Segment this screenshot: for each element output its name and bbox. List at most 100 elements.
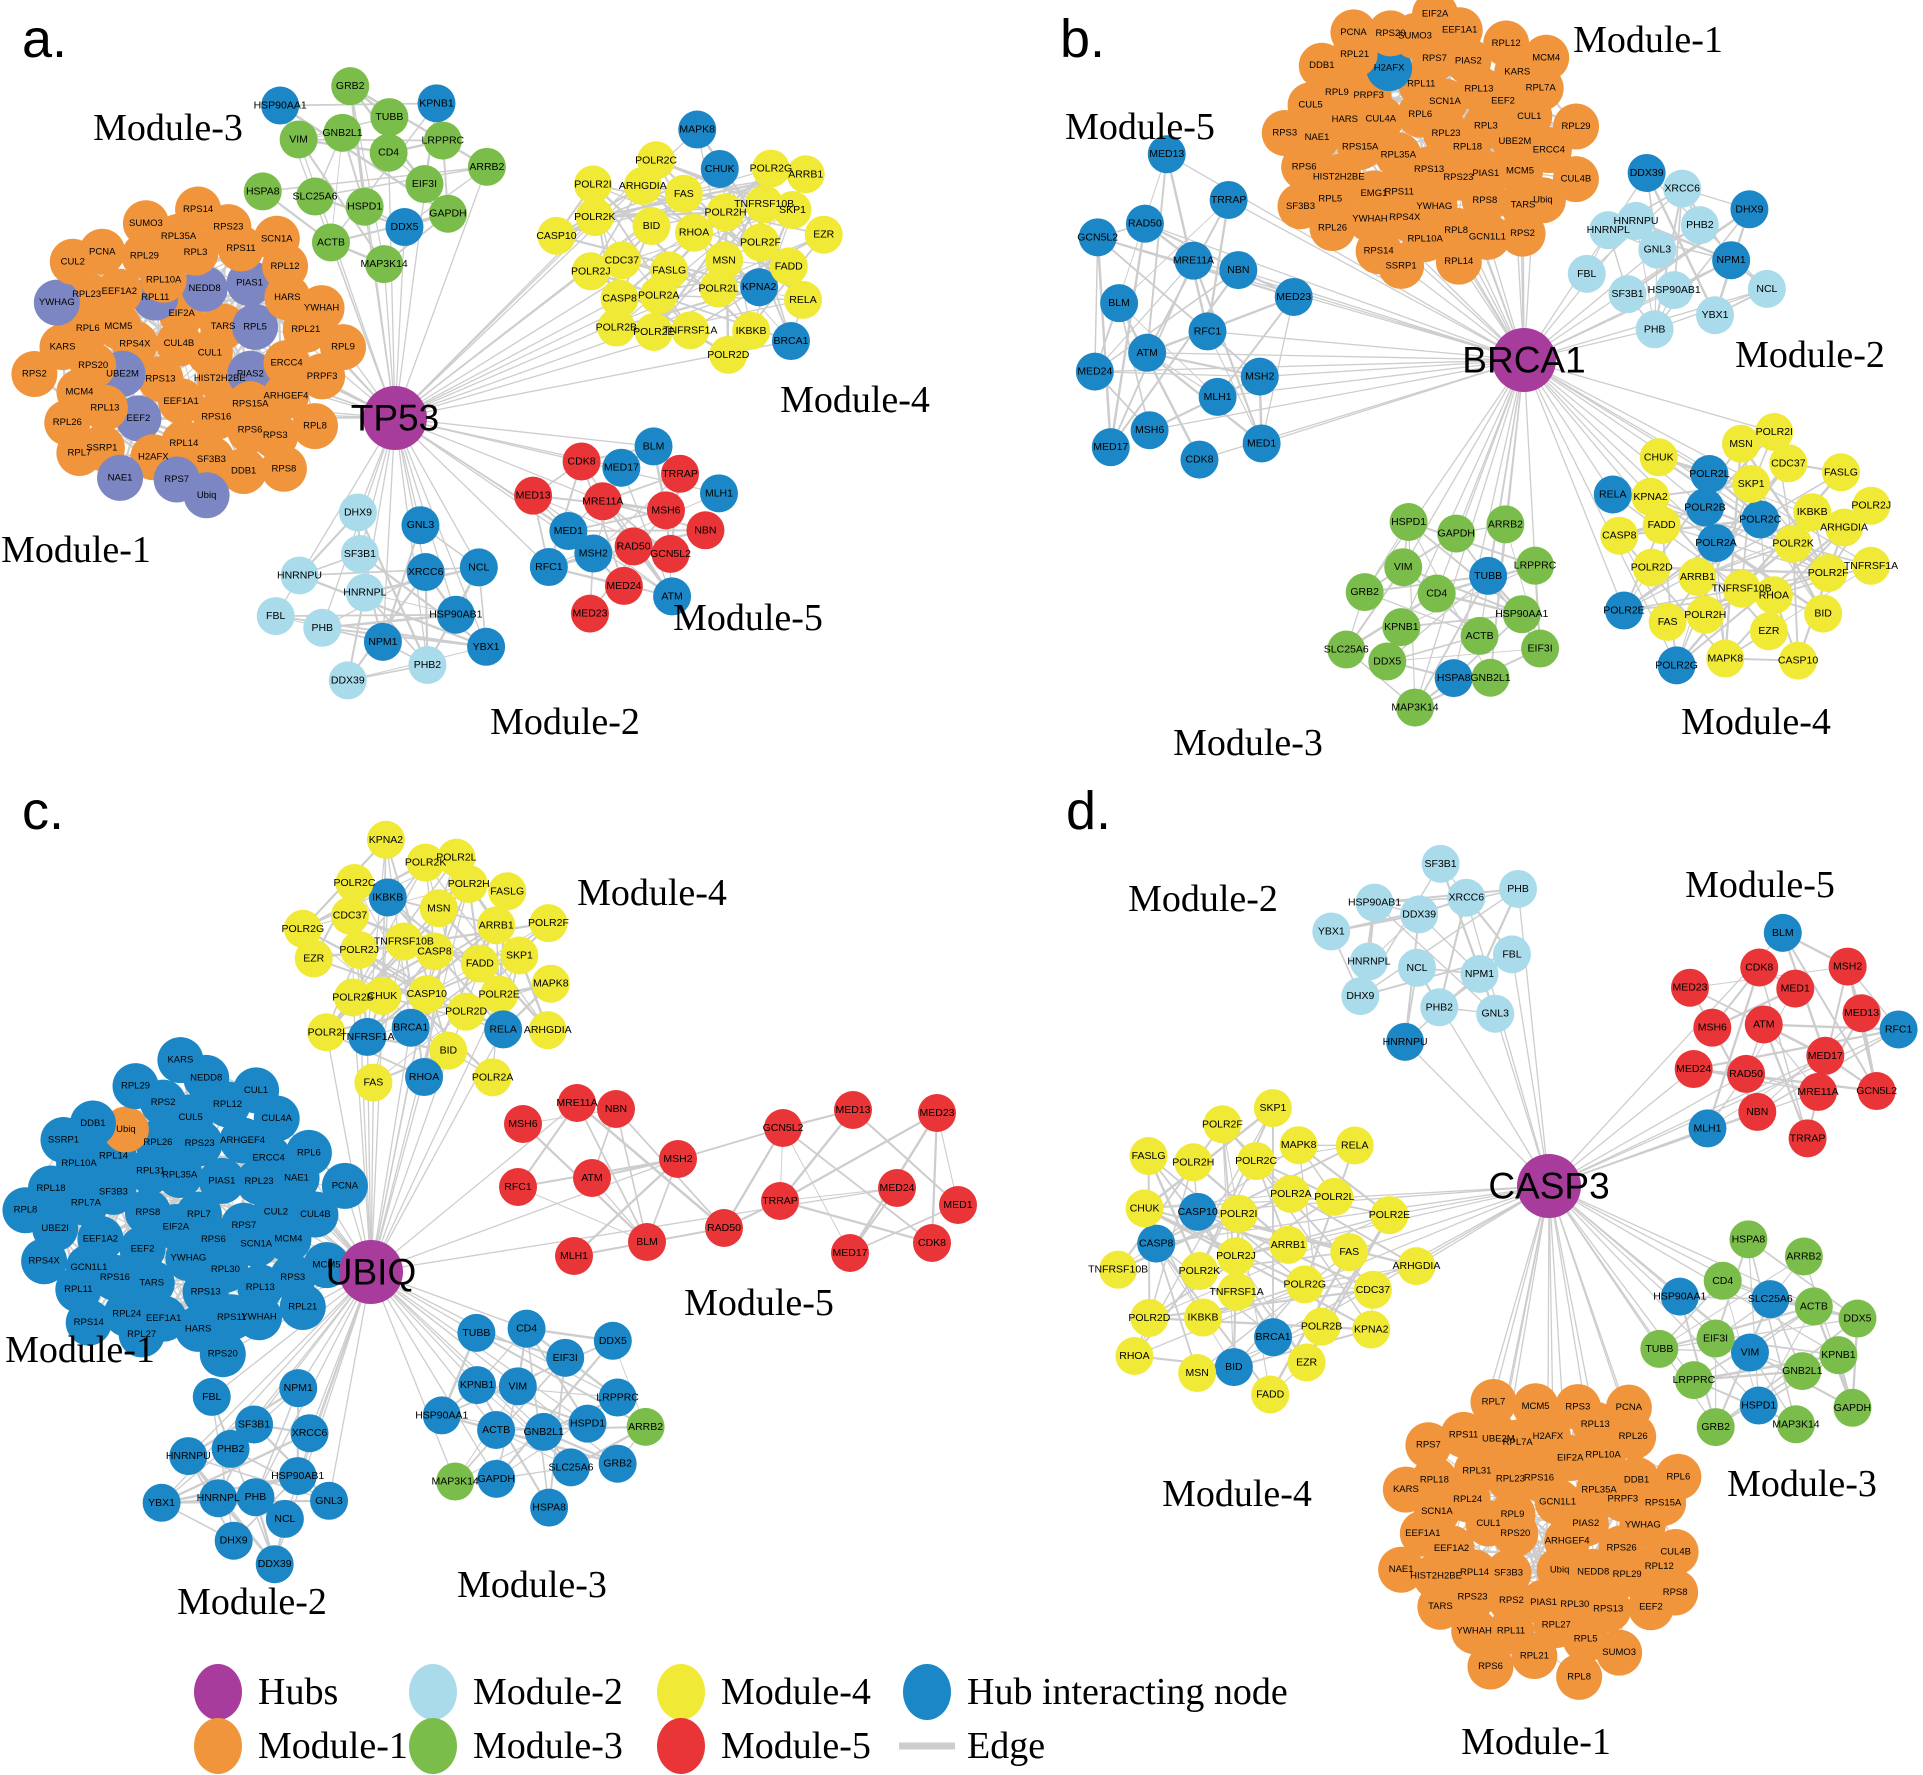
node-MED17[interactable] — [1091, 428, 1130, 467]
node-ARHGEF4[interactable] — [262, 372, 309, 419]
node-BID[interactable] — [632, 207, 671, 246]
node-NPM1[interactable] — [279, 1369, 318, 1408]
node-EZR[interactable] — [1287, 1343, 1326, 1382]
node-POLR2D[interactable] — [1632, 548, 1671, 587]
node-CDC37[interactable] — [602, 241, 641, 280]
node-MSH6[interactable] — [504, 1105, 542, 1143]
node-MLH1[interactable] — [555, 1237, 593, 1275]
node-RPL35A[interactable] — [1375, 132, 1422, 179]
node-MSN[interactable] — [419, 889, 458, 928]
node-EEF1A1[interactable] — [1399, 1510, 1446, 1557]
node-SKP1[interactable] — [1253, 1089, 1292, 1128]
node-POLR2L[interactable] — [1690, 455, 1729, 494]
node-MSN[interactable] — [1178, 1354, 1217, 1393]
node-MRE11A[interactable] — [1799, 1072, 1838, 1111]
node-RPS2[interactable] — [11, 351, 58, 398]
node-POLR2C[interactable] — [1237, 1142, 1276, 1181]
node-NPM1[interactable] — [1712, 241, 1751, 280]
node-GRB2[interactable] — [331, 67, 370, 106]
node-HNRNPL[interactable] — [1349, 942, 1388, 981]
node-RPS3[interactable] — [1261, 110, 1308, 157]
node-SSRP1[interactable] — [40, 1116, 87, 1163]
node-TUBB[interactable] — [370, 98, 409, 137]
node-HNRNPL[interactable] — [1589, 211, 1628, 250]
node-POLR2A[interactable] — [1696, 524, 1735, 563]
node-ARHGDIA[interactable] — [1825, 508, 1864, 547]
node-EZR[interactable] — [294, 939, 333, 978]
node-MCM4[interactable] — [1523, 34, 1570, 81]
node-MSN[interactable] — [1721, 424, 1760, 463]
node-TUBB[interactable] — [1640, 1329, 1679, 1368]
node-NPM1[interactable] — [363, 622, 402, 661]
node-YBX1[interactable] — [467, 627, 506, 666]
node-MED1[interactable] — [549, 512, 588, 551]
node-DHX9[interactable] — [1730, 190, 1769, 229]
node-TNFRSF1A[interactable] — [1217, 1272, 1256, 1311]
hub-node-TP53[interactable] — [363, 386, 427, 450]
node-POLR2H[interactable] — [706, 193, 745, 232]
node-ATM[interactable] — [653, 577, 692, 616]
node-GNB2L1[interactable] — [1471, 658, 1510, 697]
node-POLR2I[interactable] — [307, 1013, 346, 1052]
node-HNRNPU[interactable] — [280, 556, 319, 595]
node-NCL[interactable] — [1398, 948, 1437, 987]
node-RFC1[interactable] — [529, 548, 568, 587]
node-PHB[interactable] — [303, 608, 342, 647]
node-POLR2H[interactable] — [1686, 595, 1725, 634]
node-POLR2K[interactable] — [1774, 524, 1813, 563]
node-PHB[interactable] — [1635, 310, 1674, 349]
node-RPL21[interactable] — [279, 1284, 326, 1331]
node-GRB2[interactable] — [1345, 573, 1384, 612]
node-POLR2E[interactable] — [480, 975, 519, 1014]
node-XRCC6[interactable] — [406, 553, 445, 592]
node-POLR2F[interactable] — [529, 904, 568, 943]
node-POLR2B[interactable] — [597, 308, 636, 347]
node-KPNA2[interactable] — [1631, 477, 1670, 516]
node-HSPD1[interactable] — [1389, 502, 1428, 541]
node-MED24[interactable] — [1674, 1050, 1713, 1089]
node-Ubiq[interactable] — [1519, 177, 1566, 224]
node-FAS[interactable] — [664, 174, 703, 213]
node-CASP8[interactable] — [1600, 516, 1639, 555]
node-LRPPRC[interactable] — [598, 1378, 637, 1417]
node-POLR2F[interactable] — [741, 223, 780, 262]
node-SUMO3[interactable] — [1596, 1629, 1643, 1676]
node-HSP90AA1[interactable] — [422, 1396, 461, 1435]
node-BID[interactable] — [1804, 594, 1843, 633]
node-BLM[interactable] — [1100, 284, 1139, 323]
node-POLR2K[interactable] — [575, 198, 614, 237]
node-ARRB1[interactable] — [1678, 557, 1717, 596]
node-RPS8[interactable] — [1652, 1569, 1699, 1616]
node-IKBKB[interactable] — [1793, 493, 1832, 532]
node-POLR2J[interactable] — [1852, 486, 1891, 525]
node-SUMO3[interactable] — [122, 200, 169, 247]
node-CDC37[interactable] — [1353, 1270, 1392, 1309]
node-EIF3I[interactable] — [1696, 1319, 1735, 1358]
node-LRPPRC[interactable] — [1674, 1361, 1713, 1400]
node-VIM[interactable] — [1730, 1333, 1769, 1372]
node-RPL7[interactable] — [1470, 1378, 1517, 1425]
node-NCL[interactable] — [1747, 269, 1786, 308]
node-FASLG[interactable] — [488, 872, 527, 911]
node-PCNA[interactable] — [321, 1162, 368, 1209]
node-RPL14[interactable] — [1435, 238, 1482, 285]
node-SKP1[interactable] — [1732, 464, 1771, 503]
node-TNFRSF10B[interactable] — [384, 922, 423, 961]
node-PHB2[interactable] — [211, 1429, 250, 1468]
node-TRRAP[interactable] — [1788, 1119, 1827, 1158]
node-DHX9[interactable] — [338, 493, 377, 532]
node-YWHAH[interactable] — [298, 285, 345, 332]
node-RAD50[interactable] — [1125, 204, 1164, 243]
node-POLR2C[interactable] — [1741, 500, 1780, 539]
node-POLR2B[interactable] — [333, 978, 372, 1017]
node-HSP90AB1[interactable] — [1355, 883, 1394, 922]
node-SSRP1[interactable] — [1378, 242, 1425, 289]
node-RPL6[interactable] — [1655, 1453, 1702, 1500]
node-RPS3[interactable] — [1554, 1384, 1601, 1431]
node-POLR2B[interactable] — [1686, 488, 1725, 527]
node-FASLG[interactable] — [1129, 1137, 1168, 1176]
node-EIF3I[interactable] — [405, 165, 444, 204]
node-DDX5[interactable] — [593, 1321, 632, 1360]
node-FBL[interactable] — [192, 1377, 231, 1416]
node-KPNB1[interactable] — [1819, 1336, 1858, 1375]
